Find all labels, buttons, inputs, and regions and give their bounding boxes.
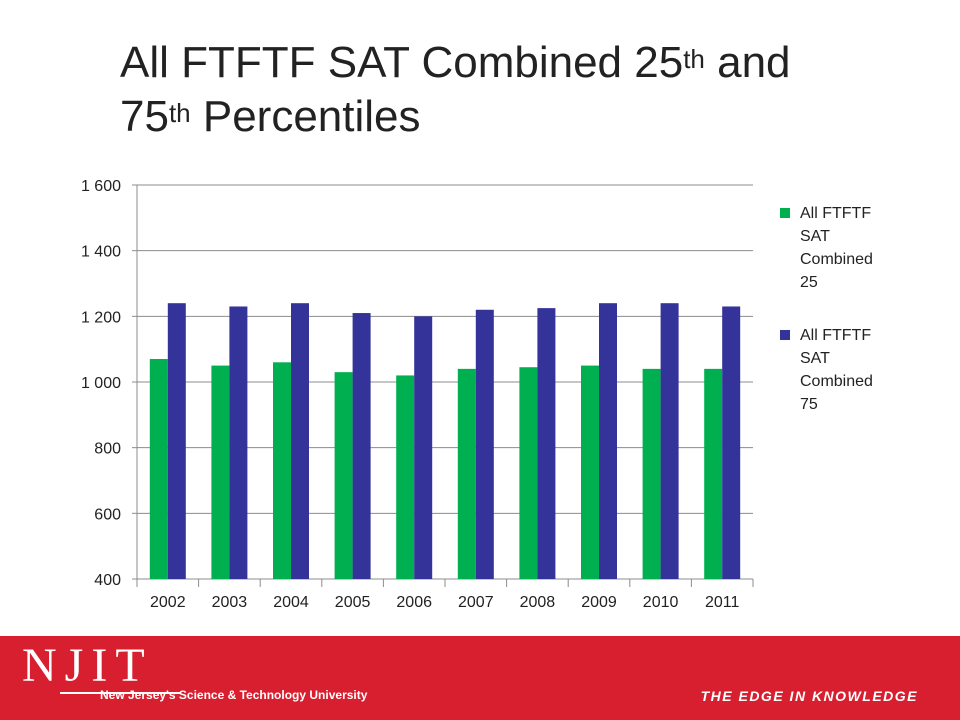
legend-swatch-75 bbox=[780, 330, 790, 340]
logo-underline bbox=[60, 692, 180, 694]
bar-p75-2010 bbox=[660, 303, 679, 579]
title-text-3: 75 bbox=[120, 92, 169, 141]
title-text-2: and bbox=[704, 38, 791, 87]
legend-item-25: All FTFTF SAT Combined 25 bbox=[780, 202, 920, 294]
legend-label-25: All FTFTF SAT Combined 25 bbox=[800, 202, 900, 294]
bar-p25-2009 bbox=[581, 365, 599, 579]
y-tick-label: 400 bbox=[94, 572, 121, 589]
bar-p75-2004 bbox=[291, 303, 309, 579]
title-text-1: All FTFTF SAT Combined 25 bbox=[120, 38, 684, 87]
y-tick-label: 1 200 bbox=[81, 309, 121, 326]
legend-75-line-4: 75 bbox=[800, 396, 818, 413]
x-tick-label: 2009 bbox=[581, 594, 617, 611]
legend-swatch-25 bbox=[780, 208, 790, 218]
y-tick-label: 1 400 bbox=[81, 244, 121, 261]
legend-25-line-4: 25 bbox=[800, 274, 818, 291]
x-tick-label: 2008 bbox=[520, 594, 556, 611]
legend-25-line-1: All FTFTF bbox=[800, 205, 872, 222]
footer-banner: NJIT New Jersey's Science & Technology U… bbox=[0, 636, 960, 720]
x-tick-label: 2010 bbox=[643, 594, 679, 611]
y-tick-label: 600 bbox=[94, 506, 121, 523]
bar-p25-2010 bbox=[642, 368, 661, 579]
legend-75-line-1: All FTFTF bbox=[800, 327, 872, 344]
bar-p75-2011 bbox=[722, 306, 741, 579]
x-tick-label: 2004 bbox=[273, 594, 309, 611]
title-superscript-2: th bbox=[168, 98, 191, 128]
university-name: New Jersey's Science & Technology Univer… bbox=[100, 688, 368, 702]
bar-chart: 400 600 800 1 000 1 200 1 400 1 600 2002 2003 200… bbox=[81, 178, 754, 611]
tagline: THE EDGE IN KNOWLEDGE bbox=[700, 688, 918, 704]
legend-25-line-3: Combined bbox=[800, 251, 873, 268]
x-tick-label: 2007 bbox=[458, 594, 494, 611]
bar-p25-2004 bbox=[273, 362, 291, 579]
bar-p25-2011 bbox=[704, 368, 723, 579]
x-tick-label: 2005 bbox=[335, 594, 371, 611]
bar-p75-2009 bbox=[599, 303, 617, 579]
x-tick-label: 2003 bbox=[212, 594, 248, 611]
y-tick-label: 800 bbox=[94, 441, 121, 458]
njit-logo: NJIT bbox=[22, 639, 153, 692]
legend-label-75: All FTFTF SAT Combined 75 bbox=[800, 324, 900, 416]
x-tick-label: 2006 bbox=[396, 594, 432, 611]
bar-p75-2002 bbox=[167, 303, 186, 579]
legend-75-line-2: SAT bbox=[800, 350, 830, 367]
y-tick-label: 1 000 bbox=[81, 375, 121, 392]
bar-p75-2007 bbox=[475, 309, 494, 579]
legend-item-75: All FTFTF SAT Combined 75 bbox=[780, 324, 920, 416]
chart-legend: All FTFTF SAT Combined 25 All FTFTF SAT … bbox=[780, 202, 920, 446]
bar-p25-2008 bbox=[519, 367, 538, 579]
legend-75-line-3: Combined bbox=[800, 373, 873, 390]
title-superscript-1: th bbox=[683, 44, 705, 74]
bar-p75-2008 bbox=[537, 308, 556, 579]
bar-p25-2005 bbox=[334, 372, 353, 579]
bar-p75-2006 bbox=[414, 316, 433, 579]
y-tick-label: 1 600 bbox=[81, 178, 121, 195]
x-tick-label: 2002 bbox=[150, 594, 186, 611]
bar-p75-2005 bbox=[352, 313, 371, 579]
title-text-4: Percentiles bbox=[190, 92, 421, 141]
bar-p25-2003 bbox=[211, 365, 230, 579]
x-tick-label: 2011 bbox=[705, 594, 740, 611]
slide-title: All FTFTF SAT Combined 25th and 75th Per… bbox=[120, 36, 940, 144]
bar-p25-2007 bbox=[457, 368, 476, 579]
legend-25-line-2: SAT bbox=[800, 228, 830, 245]
bar-p25-2002 bbox=[149, 359, 168, 579]
bar-p25-2006 bbox=[396, 375, 415, 579]
bar-p75-2003 bbox=[229, 306, 248, 579]
